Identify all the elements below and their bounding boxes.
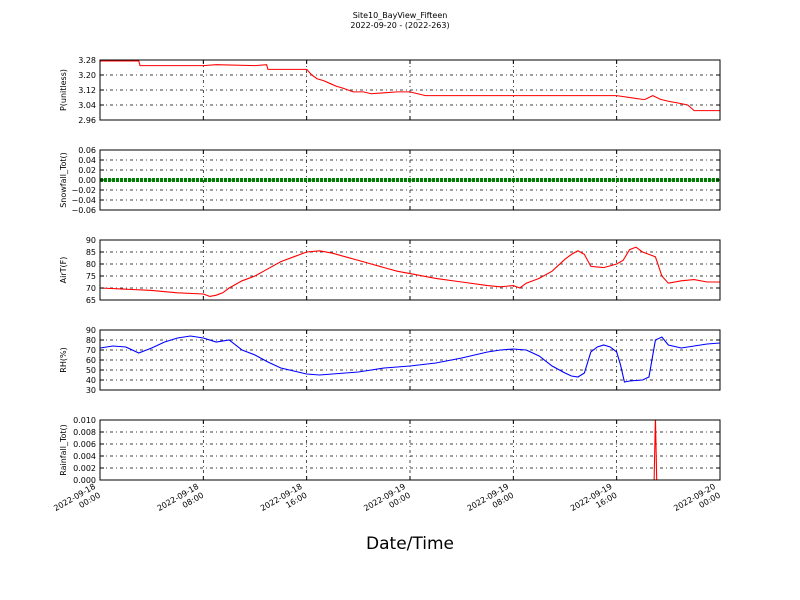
- y-tick-label: 0.000: [73, 476, 96, 485]
- y-tick-label: 90: [86, 236, 96, 245]
- y-tick-label: 65: [86, 296, 96, 305]
- series-line: [100, 60, 720, 112]
- y-axis-label: RH(%): [59, 347, 68, 372]
- y-tick-label: 0.04: [78, 156, 96, 165]
- y-tick-label: 3.04: [78, 101, 96, 110]
- y-tick-label: 0.004: [73, 452, 96, 461]
- y-tick-label: 3.12: [78, 86, 96, 95]
- y-tick-label: 0.00: [78, 176, 96, 185]
- y-tick-label: −0.04: [71, 196, 96, 205]
- y-tick-label: 90: [86, 326, 96, 335]
- y-tick-label: 2.96: [78, 116, 96, 125]
- y-axis-label: Rainfall_Tot(): [59, 424, 68, 476]
- y-tick-label: 0.06: [78, 146, 96, 155]
- y-tick-label: 0.006: [73, 440, 96, 449]
- y-tick-label: 50: [86, 366, 96, 375]
- y-tick-label: 60: [86, 356, 96, 365]
- x-axis-label: Date/Time: [366, 534, 454, 554]
- y-tick-label: 75: [86, 272, 96, 281]
- series-line: [100, 246, 720, 297]
- y-tick-label: 0.002: [73, 464, 96, 473]
- panel-0: 3.28 3.20 3.12 3.04 2.96 P(unitless): [59, 56, 721, 125]
- series-line: [100, 335, 720, 383]
- y-tick-label: 0.008: [73, 428, 96, 437]
- y-tick-label: 40: [86, 376, 96, 385]
- y-tick-label: 30: [86, 386, 96, 395]
- y-tick-label: 3.20: [78, 71, 96, 80]
- chart-title: Site10_BayView_Fifteen: [352, 11, 448, 20]
- y-tick-label: 85: [86, 248, 96, 257]
- y-axis-label: AirT(F): [59, 257, 68, 284]
- y-tick-label: 0.010: [73, 416, 96, 425]
- y-axis-label: Snowfall_Tot(): [59, 152, 68, 208]
- y-tick-label: −0.02: [71, 186, 96, 195]
- y-axis-label: P(unitless): [59, 69, 68, 111]
- y-tick-label: 80: [86, 336, 96, 345]
- panel-1: 0.060.040.020.00−0.02−0.04−0.06Snowfall_…: [59, 146, 721, 215]
- y-tick-label: 0.02: [78, 166, 96, 175]
- y-tick-label: 70: [86, 346, 96, 355]
- y-tick-label: 3.28: [78, 56, 96, 65]
- chart-subtitle: 2022-09-20 - (2022-263): [350, 21, 450, 30]
- panel-4: 0.010 0.008 0.006 0.004 0.002 0.000 Rainfall_T…: [59, 416, 721, 485]
- y-tick-label: 80: [86, 260, 96, 269]
- y-tick-label: −0.06: [71, 206, 96, 215]
- y-tick-label: 70: [86, 284, 96, 293]
- panel-2: 90 85 80 75 70 65 AirT(F): [59, 236, 721, 305]
